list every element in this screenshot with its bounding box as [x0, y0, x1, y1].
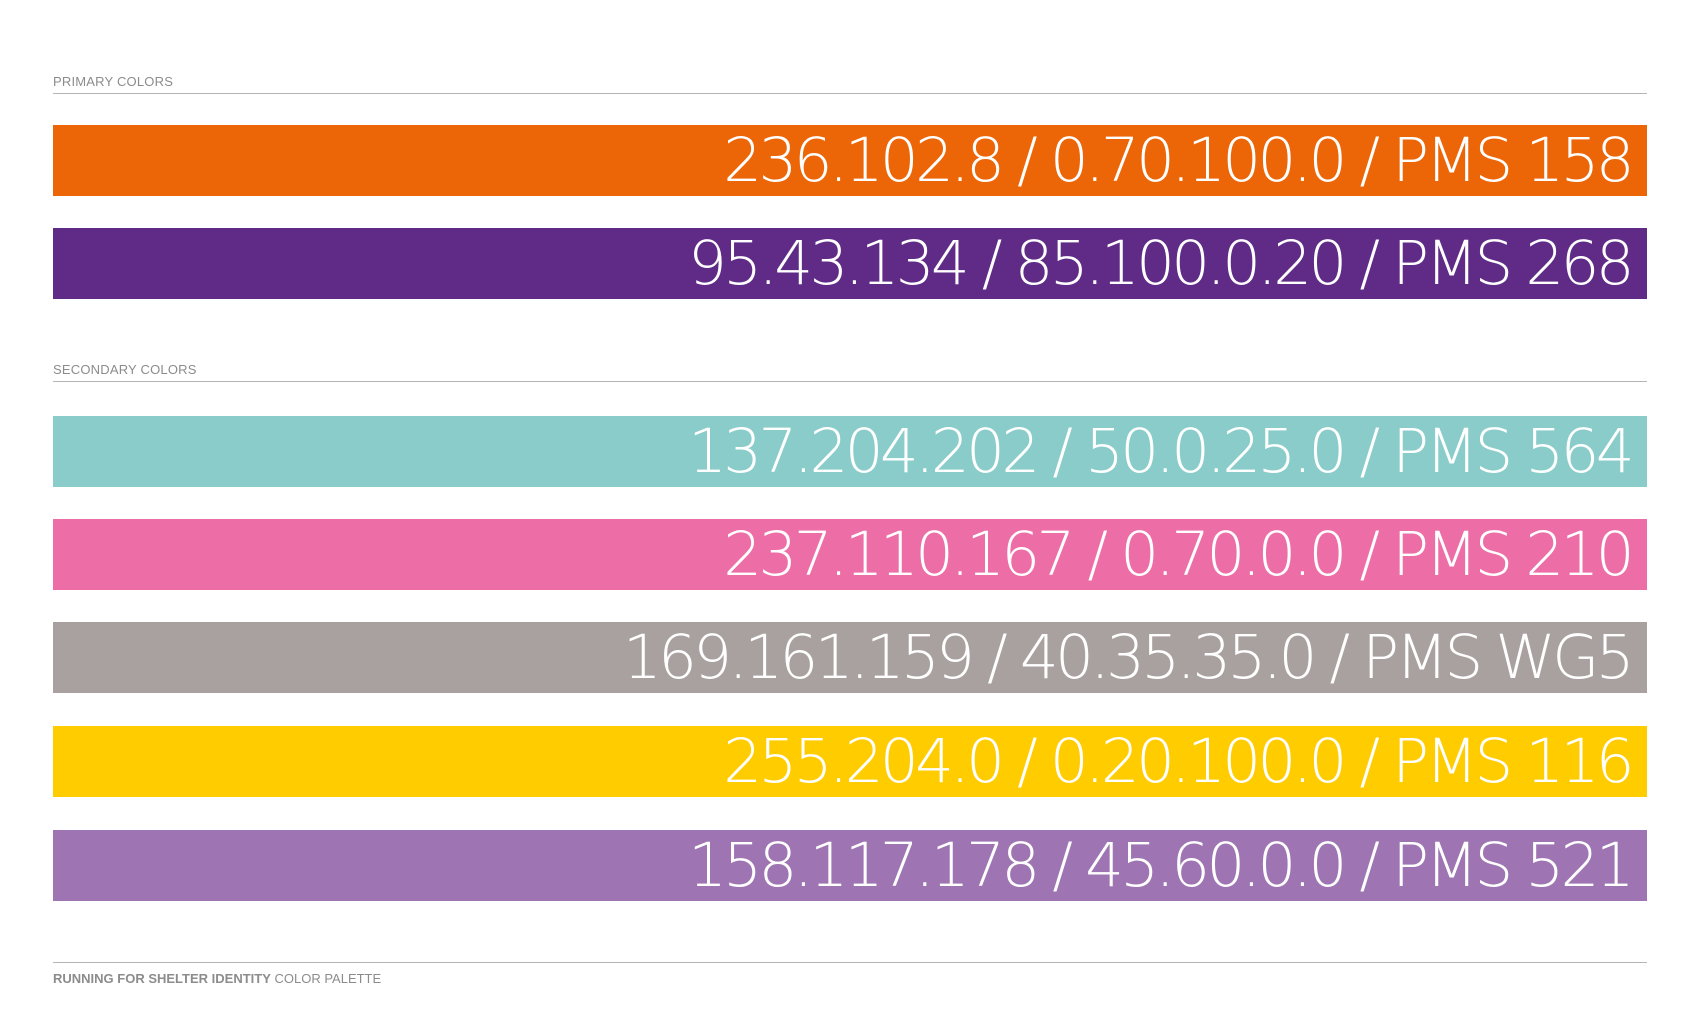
primary-divider	[53, 93, 1647, 94]
swatch-secondary-4: 255.204.0 / 0.20.100.0 / PMS 116	[53, 726, 1647, 797]
swatch-secondary-1-spec: 137.204.202 / 50.0.25.0 / PMS 564	[688, 416, 1635, 487]
footer-divider	[53, 962, 1647, 963]
swatch-secondary-5-spec: 158.117.178 / 45.60.0.0 / PMS 521	[688, 830, 1635, 901]
swatch-secondary-3-spec: 169.161.159 / 40.35.35.0 / PMS WG5	[622, 622, 1635, 693]
secondary-divider	[53, 381, 1647, 382]
swatch-primary-2-spec: 95.43.134 / 85.100.0.20 / PMS 268	[688, 228, 1635, 299]
footer-title: RUNNING FOR SHELTER IDENTITY	[53, 971, 271, 986]
secondary-colors-heading: SECONDARY COLORS	[53, 362, 197, 377]
swatch-secondary-5: 158.117.178 / 45.60.0.0 / PMS 521	[53, 830, 1647, 901]
swatch-primary-1: 236.102.8 / 0.70.100.0 / PMS 158	[53, 125, 1647, 196]
swatch-secondary-2: 237.110.167 / 0.70.0.0 / PMS 210	[53, 519, 1647, 590]
swatch-secondary-3: 169.161.159 / 40.35.35.0 / PMS WG5	[53, 622, 1647, 693]
footer-subtitle: COLOR PALETTE	[274, 971, 382, 986]
swatch-secondary-1: 137.204.202 / 50.0.25.0 / PMS 564	[53, 416, 1647, 487]
swatch-secondary-2-spec: 237.110.167 / 0.70.0.0 / PMS 210	[723, 519, 1634, 590]
swatch-primary-2: 95.43.134 / 85.100.0.20 / PMS 268	[53, 228, 1647, 299]
swatch-primary-1-spec: 236.102.8 / 0.70.100.0 / PMS 158	[723, 125, 1634, 196]
primary-colors-heading: PRIMARY COLORS	[53, 74, 174, 89]
swatch-secondary-4-spec: 255.204.0 / 0.20.100.0 / PMS 116	[723, 726, 1634, 797]
footer-caption: RUNNING FOR SHELTER IDENTITY COLOR PALET…	[53, 971, 381, 986]
